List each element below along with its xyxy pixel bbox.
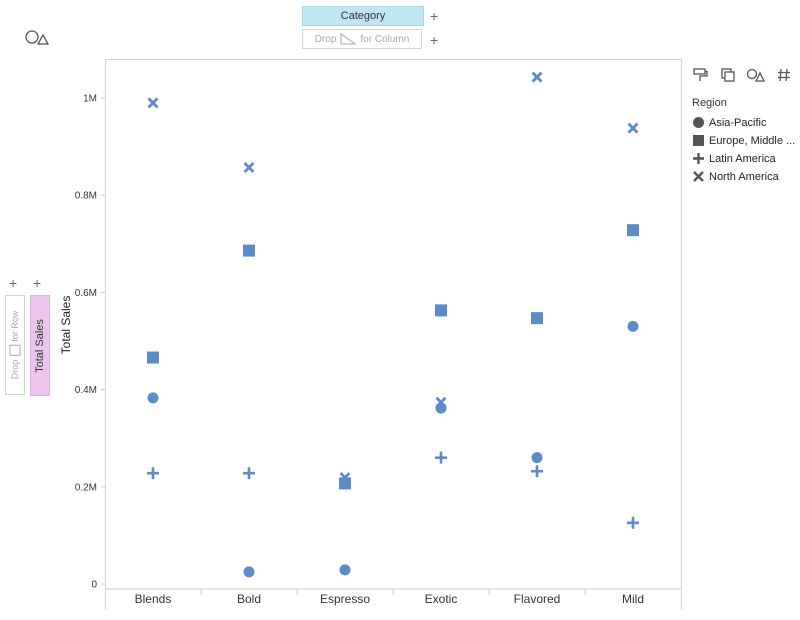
rect-icon (9, 345, 21, 357)
legend-item-europe[interactable]: Europe, Middle ... (692, 134, 800, 147)
point-square (627, 224, 639, 237)
legend-item-latin-america[interactable]: Latin America (692, 152, 800, 165)
point-x (147, 97, 159, 109)
y-tick-label: 0.2M (75, 482, 97, 493)
drop-column-text-right: for Column (360, 33, 410, 45)
paint-icon[interactable] (692, 67, 708, 83)
legend-label: Latin America (709, 152, 776, 165)
point-plus (243, 467, 255, 480)
add-row-drop-icon[interactable]: + (9, 275, 18, 291)
legend-item-north-america[interactable]: North America (692, 170, 800, 183)
ruler-icon (340, 33, 357, 45)
column-field-label: Category (340, 10, 386, 22)
point-circle (339, 564, 351, 576)
point-plus (531, 465, 543, 478)
y-tick-label: 1M (83, 94, 97, 105)
column-shelf-field[interactable]: Category (302, 6, 424, 26)
point-x (243, 162, 255, 173)
point-x (435, 396, 447, 408)
point-plus (435, 451, 447, 464)
point-square (147, 351, 159, 364)
shapes-icon[interactable] (25, 29, 51, 47)
add-row-icon[interactable]: + (33, 275, 42, 291)
x-tick-label: Blends (135, 592, 172, 606)
size-icon[interactable] (720, 67, 736, 83)
y-tick-label: 0.6M (75, 288, 97, 299)
y-tick-label: 0.4M (75, 385, 97, 396)
point-circle (147, 392, 159, 404)
legend-item-asia-pacific[interactable]: Asia-Pacific (692, 116, 800, 129)
shape-icon[interactable] (746, 67, 766, 83)
plot-area[interactable] (105, 59, 682, 610)
x-tick-label: Espresso (320, 592, 370, 606)
legend-label: Asia-Pacific (709, 116, 767, 129)
drop-column-text-left: Drop (314, 33, 337, 45)
square-icon (693, 135, 704, 146)
point-circle (531, 452, 543, 464)
point-plus (627, 516, 639, 529)
x-tick-label: Bold (237, 592, 261, 606)
legend-label: Europe, Middle ... (709, 134, 796, 147)
x-tick-label: Flavored (514, 592, 561, 606)
row-drop-zone[interactable]: Drop for Row (5, 295, 25, 395)
add-column-icon[interactable]: + (430, 8, 439, 24)
row-shelf-field[interactable]: Total Sales (30, 295, 50, 396)
point-circle (627, 320, 639, 332)
point-circle (243, 566, 255, 578)
x-tick-label: Mild (622, 592, 644, 606)
column-drop-zone[interactable]: Drop for Column (302, 29, 422, 49)
point-x (339, 472, 351, 484)
legend-title: Region (692, 97, 727, 109)
point-square (243, 244, 255, 257)
point-plus (147, 467, 159, 480)
plus-icon (693, 153, 704, 164)
point-square (435, 304, 447, 317)
x-tick-label: Exotic (425, 592, 458, 606)
y-tick-label: 0.8M (75, 191, 97, 202)
point-square (531, 312, 543, 325)
y-tick-label: 0 (91, 580, 97, 591)
number-icon[interactable] (776, 67, 792, 83)
point-x (627, 122, 639, 134)
x-icon (693, 171, 704, 182)
point-x (531, 71, 543, 83)
add-column-drop-icon[interactable]: + (430, 32, 439, 48)
circle-icon (693, 117, 704, 128)
legend-label: North America (709, 170, 779, 183)
